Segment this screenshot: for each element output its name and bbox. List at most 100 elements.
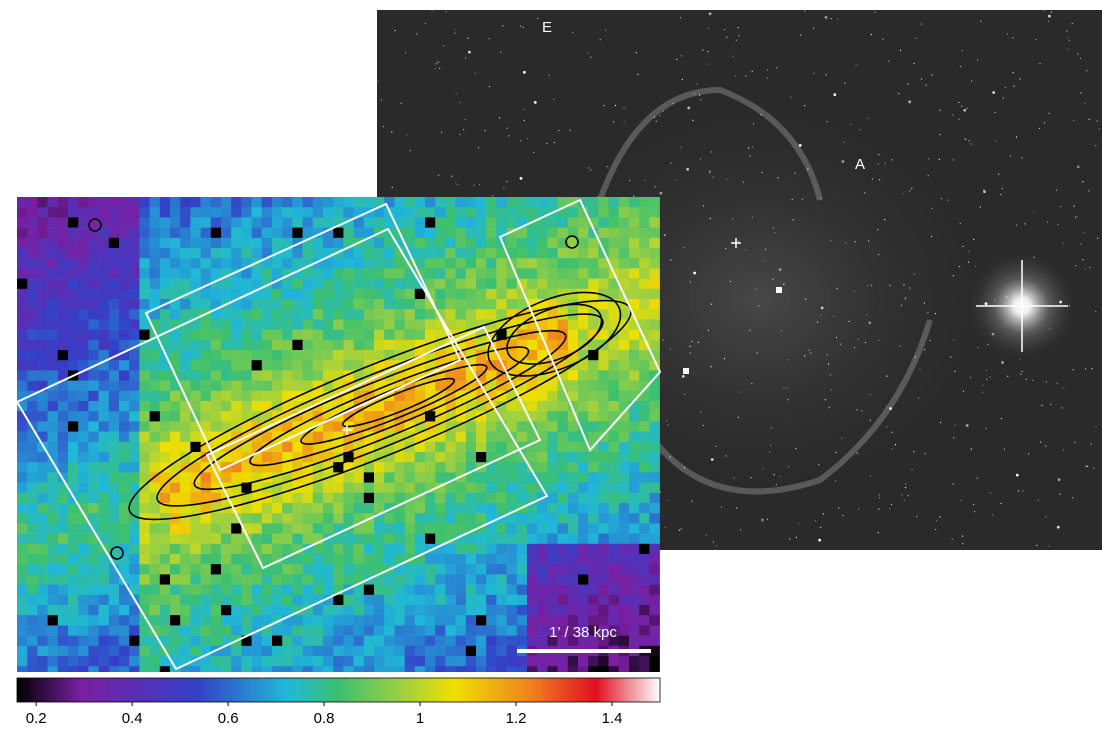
map-pixel <box>68 625 79 636</box>
star <box>1060 493 1061 494</box>
map-pixel <box>425 330 436 341</box>
map-pixel <box>78 421 89 432</box>
map-pixel <box>649 421 660 432</box>
map-pixel <box>282 564 293 575</box>
map-pixel <box>313 493 324 504</box>
map-pixel <box>99 370 110 381</box>
map-pixel <box>119 299 130 310</box>
map-pixel <box>649 238 660 249</box>
map-pixel <box>313 319 324 330</box>
map-pixel <box>629 217 640 228</box>
map-pixel <box>343 544 354 555</box>
map-pixel <box>109 666 120 677</box>
map-pixel <box>68 360 79 371</box>
map-pixel <box>190 258 201 269</box>
map-pixel <box>190 228 201 239</box>
map-pixel <box>507 289 517 300</box>
map-pixel <box>221 279 232 290</box>
map-pixel <box>619 452 630 463</box>
map-pixel <box>129 309 140 320</box>
map-pixel <box>527 554 538 565</box>
map-pixel <box>139 350 150 361</box>
star <box>752 146 753 147</box>
star <box>776 484 777 485</box>
map-pixel <box>272 228 283 239</box>
map-pixel <box>639 636 650 647</box>
map-pixel <box>190 625 201 636</box>
map-pixel <box>629 493 640 504</box>
star <box>808 350 809 351</box>
map-pixel <box>170 625 181 636</box>
star <box>772 279 773 280</box>
map-pixel <box>486 646 497 657</box>
map-pixel <box>649 319 660 330</box>
map-pixel <box>88 207 99 218</box>
map-pixel <box>78 462 89 473</box>
map-pixel <box>303 207 314 218</box>
map-pixel <box>558 605 569 616</box>
map-pixel <box>649 442 660 453</box>
map-pixel <box>37 636 48 647</box>
map-pixel <box>323 503 334 514</box>
star <box>681 146 682 147</box>
map-pixel <box>619 656 630 667</box>
map-pixel <box>639 554 650 565</box>
map-pixel <box>619 574 630 585</box>
map-pixel <box>190 360 201 371</box>
map-pixel <box>292 574 303 585</box>
map-pixel <box>160 391 171 402</box>
map-pixel <box>496 289 507 300</box>
map-pixel <box>598 656 609 667</box>
map-pixel <box>241 340 252 351</box>
map-pixel <box>272 513 283 524</box>
star <box>1016 136 1017 137</box>
map-pixel <box>435 472 446 483</box>
map-pixel <box>578 503 589 514</box>
map-pixel <box>99 340 110 351</box>
star <box>492 195 493 196</box>
star <box>905 487 906 488</box>
map-pixel <box>598 472 609 483</box>
star <box>817 322 818 323</box>
star <box>878 508 879 509</box>
map-pixel <box>17 432 28 443</box>
map-pixel <box>292 350 303 361</box>
map-pixel <box>150 554 161 565</box>
map-pixel <box>99 442 110 453</box>
star <box>878 340 879 341</box>
map-pixel <box>354 534 365 545</box>
map-pixel <box>272 330 283 341</box>
star <box>971 448 972 449</box>
map-pixel <box>119 472 130 483</box>
map-pixel <box>354 615 365 626</box>
star <box>391 131 392 132</box>
map-pixel <box>649 513 660 524</box>
map-pixel <box>139 268 150 279</box>
star <box>749 155 750 156</box>
map-pixel <box>609 309 620 320</box>
map-pixel <box>527 401 538 412</box>
map-pixel <box>364 483 375 494</box>
star <box>756 288 757 289</box>
map-pixel <box>364 289 375 300</box>
map-pixel <box>150 228 161 239</box>
map-pixel <box>68 554 79 565</box>
map-pixel <box>456 279 467 290</box>
map-pixel <box>252 523 263 534</box>
map-pixel <box>109 340 120 351</box>
star <box>676 59 677 60</box>
map-pixel <box>619 421 630 432</box>
map-pixel <box>527 595 538 606</box>
map-pixel <box>303 309 314 320</box>
map-pixel <box>313 615 324 626</box>
map-pixel <box>272 646 283 657</box>
map-pixel <box>37 523 48 534</box>
star <box>709 171 710 172</box>
map-pixel <box>211 574 222 585</box>
map-pixel <box>58 523 69 534</box>
star <box>696 83 697 84</box>
map-pixel <box>527 228 538 239</box>
map-pixel <box>609 493 620 504</box>
map-pixel <box>180 217 191 228</box>
map-pixel <box>537 360 548 371</box>
